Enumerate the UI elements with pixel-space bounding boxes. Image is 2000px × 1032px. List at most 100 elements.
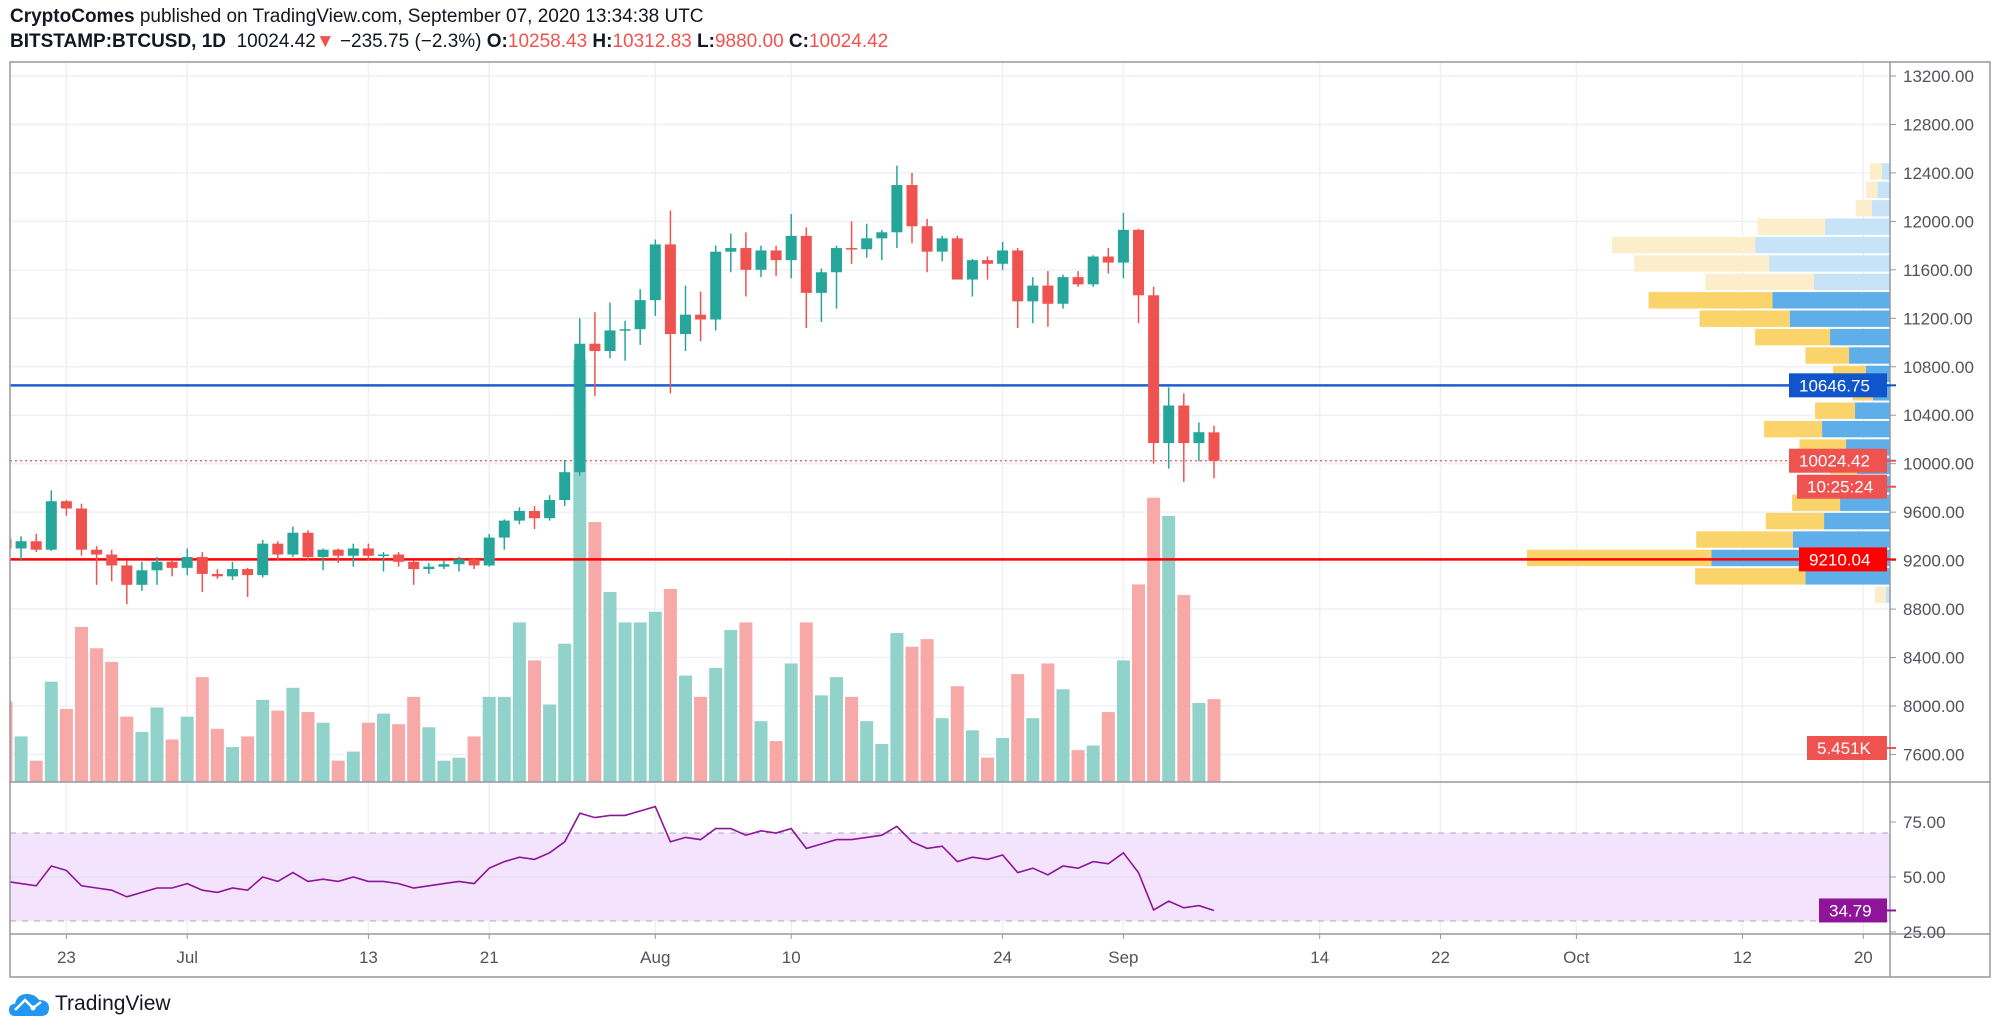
price-tick-label: 10800.00 [1903, 358, 1974, 377]
candle [1148, 286, 1160, 464]
candle [242, 567, 254, 597]
candle-body [1027, 285, 1039, 302]
price-tick-label: 8000.00 [1903, 697, 1964, 716]
current-price-label-text: 10024.42 [1799, 452, 1870, 471]
volume-bar [528, 660, 541, 782]
profile-up-bar [1882, 163, 1890, 180]
candle-body [166, 561, 178, 568]
candle [1208, 425, 1220, 479]
low-value: 9880.00 [714, 31, 784, 52]
candle-body [1133, 229, 1144, 296]
time-tick-label: 21 [480, 948, 499, 967]
candle-body [242, 569, 254, 576]
profile-down-bar [1765, 512, 1825, 530]
candle [378, 552, 389, 572]
candle-body [997, 250, 1009, 264]
candle [76, 503, 87, 556]
volume-bar [754, 721, 768, 782]
price-tick-label: 8800.00 [1903, 600, 1964, 619]
price-tick-label: 9200.00 [1903, 552, 1964, 571]
volume-bar [1116, 660, 1130, 782]
time-tick-label: 20 [1854, 948, 1873, 967]
profile-up-bar [1825, 218, 1890, 235]
candle [1057, 274, 1069, 309]
price-chart[interactable]: 13200.00 12800.00 12400.00 12000.00 11600.00… [0, 0, 2000, 985]
candle [332, 548, 344, 564]
candle [815, 268, 827, 322]
volume-bar [150, 707, 164, 782]
volume-bar [226, 747, 239, 782]
tradingview-logo[interactable]: TradingView [9, 990, 171, 1018]
volume-bar [14, 736, 28, 782]
symbol-name[interactable]: BITSTAMP:BTCUSD, 1D [10, 31, 227, 52]
volume-bar [316, 722, 330, 782]
support-price-label-bg [1799, 547, 1887, 572]
candle [891, 165, 903, 249]
candle [196, 552, 208, 593]
rsi-value-label-bg [1819, 898, 1887, 923]
candle-body [362, 548, 374, 556]
profile-down-bar [1815, 402, 1856, 419]
candle-body [589, 343, 601, 352]
volume-bar [346, 751, 360, 782]
candle-body [921, 226, 933, 252]
price-tick-label: 9600.00 [1903, 503, 1964, 522]
volume-profile-row [1870, 163, 1890, 180]
bar-countdown-label-bg [1797, 474, 1887, 499]
volume-bar [588, 522, 602, 782]
profile-up-bar [1822, 420, 1890, 438]
volume-bar [1026, 718, 1040, 782]
volume-profile-row [1755, 328, 1890, 346]
low-label: L: [697, 31, 715, 52]
rsi-tick-label: 25.00 [1903, 923, 1946, 942]
candle [272, 541, 284, 561]
volume-bar [860, 721, 874, 782]
candle-body [695, 314, 707, 320]
candle [91, 546, 103, 585]
volume-profile-row [1764, 420, 1890, 438]
profile-up-bar [1877, 181, 1890, 199]
candle-body [1102, 256, 1114, 263]
volume-bar [663, 588, 677, 782]
volume-bar [195, 677, 209, 782]
price-tick-label: 11600.00 [1903, 261, 1973, 280]
candle [574, 318, 586, 476]
candle [634, 289, 646, 345]
profile-up-bar [1855, 402, 1890, 419]
candle-body [619, 329, 631, 331]
volume-bar [1041, 663, 1055, 782]
volume-bar [452, 757, 466, 782]
volume-bar [120, 716, 134, 782]
candle [619, 320, 631, 361]
rsi-line [10, 805, 1215, 912]
profile-up-bar [1849, 347, 1890, 364]
volume-bar [1011, 674, 1025, 782]
candle [861, 223, 873, 258]
volume-bar [935, 718, 949, 782]
candle-body [302, 532, 314, 557]
candle [257, 540, 269, 578]
candle [770, 245, 782, 276]
candle-body [634, 300, 646, 330]
candle [317, 548, 329, 571]
price-tick-label: 13200.00 [1903, 67, 1974, 86]
candle-body [1087, 256, 1099, 285]
candle-body [710, 251, 722, 320]
author-name[interactable]: CryptoComes [10, 6, 135, 27]
bar-countdown-label-text: 10:25:24 [1807, 478, 1873, 497]
candle-body [680, 314, 691, 335]
candle-body [604, 330, 616, 352]
volume-profile-row [1875, 586, 1890, 603]
volume-bar [603, 592, 617, 782]
candle-body [1193, 432, 1205, 444]
current-price-label-bg [1789, 448, 1887, 473]
candle [513, 507, 525, 525]
volume-value-label-text: 5.451K [1817, 739, 1872, 758]
candle [423, 563, 435, 574]
profile-down-bar [1699, 310, 1790, 327]
candle-body [1057, 277, 1069, 304]
volume-profile-row [1765, 512, 1890, 530]
volume-bar [271, 710, 285, 782]
volume-profile-row [1648, 292, 1890, 309]
profile-up-bar [1769, 255, 1890, 272]
